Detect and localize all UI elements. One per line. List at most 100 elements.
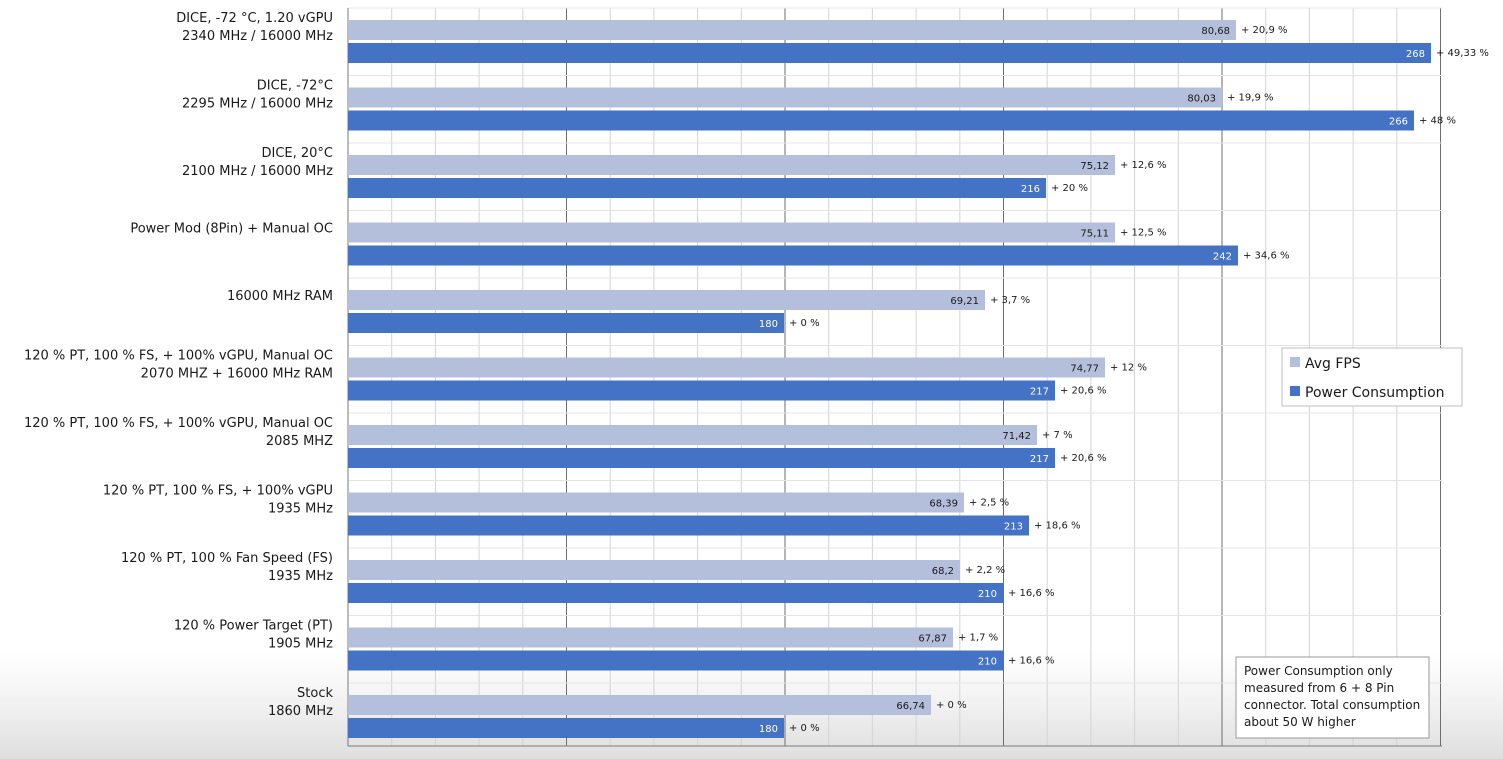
percent-label: + 0 % (789, 318, 820, 329)
category-label: DICE, -72 °C, 1.20 vGPU 2340 MHz / 16000 … (176, 11, 333, 44)
category-label-line: DICE, 20°C (261, 146, 333, 161)
category-label-line: 2100 MHz / 16000 MHz (182, 164, 333, 179)
category-label-line: 120 % Power Target (PT) (174, 619, 333, 634)
category-label-line: 2070 MHZ + 16000 MHz RAM (141, 367, 333, 382)
note-line: about 50 W higher (1244, 715, 1356, 729)
note-box: Power Consumption only measured from 6 +… (1235, 656, 1430, 739)
bar-power-consumption (348, 313, 784, 333)
data-label: 217 (1030, 454, 1049, 465)
category-label: 120 % PT, 100 % FS, + 100% vGPU, Manual … (24, 349, 333, 382)
data-label: 180 (759, 724, 778, 735)
bar-power-consumption (348, 650, 1003, 671)
percent-label: + 0 % (789, 723, 820, 734)
percent-label: + 12 % (1110, 363, 1147, 374)
category-label-line: 120 % PT, 100 % FS, + 100% vGPU, Manual … (24, 416, 333, 431)
data-label: 75,12 (1080, 161, 1109, 172)
note-line: Power Consumption only (1244, 664, 1393, 678)
category-labels: DICE, -72 °C, 1.20 vGPU 2340 MHz / 16000 … (24, 11, 334, 719)
percent-label: + 1,7 % (958, 633, 998, 644)
bar-power-consumption (348, 178, 1046, 198)
category-label-line: 16000 MHz RAM (227, 289, 333, 304)
percent-label: + 0 % (936, 700, 967, 711)
legend: Avg FPS Power Consumption (1281, 347, 1463, 407)
data-label: 68,39 (929, 499, 958, 510)
category-label-line: DICE, -72 °C, 1.20 vGPU (176, 11, 333, 26)
percent-label: + 12,5 % (1120, 228, 1167, 239)
bar-avg-fps (348, 627, 953, 648)
data-label: 210 (978, 589, 997, 600)
bar-power-consumption (348, 718, 784, 738)
category-label-line: 1935 MHz (268, 569, 333, 584)
category-label: 16000 MHz RAM (227, 289, 333, 304)
bar-power-consumption (348, 448, 1055, 468)
data-label: 68,2 (932, 566, 954, 577)
bar-avg-fps (348, 492, 964, 513)
category-label: 120 % PT, 100 % FS, + 100% vGPU 1935 MHz (103, 484, 333, 517)
percent-label: + 18,6 % (1034, 521, 1081, 532)
bar-power-consumption (348, 380, 1055, 401)
data-label: 210 (978, 657, 997, 668)
category-label-line: 1905 MHz (268, 637, 333, 652)
data-label: 213 (1004, 522, 1023, 533)
data-label: 216 (1021, 184, 1040, 195)
bar-avg-fps (348, 155, 1115, 175)
legend-box (1281, 347, 1463, 407)
category-label: 120 % Power Target (PT) 1905 MHz (174, 619, 333, 652)
bar-power-consumption (348, 515, 1029, 536)
category-label-line: 2085 MHZ (266, 434, 333, 449)
data-label: 266 (1389, 117, 1408, 128)
bar-avg-fps (348, 20, 1236, 40)
percent-label: + 19,9 % (1227, 93, 1274, 104)
percent-label: + 3,7 % (990, 295, 1030, 306)
bar-avg-fps (348, 222, 1115, 243)
bar-avg-fps (348, 87, 1222, 108)
category-label: DICE, 20°C 2100 MHz / 16000 MHz (182, 146, 333, 179)
category-label: Stock 1860 MHz (268, 686, 334, 719)
data-label: 75,11 (1080, 229, 1109, 240)
bar-avg-fps (348, 560, 960, 580)
note-border (1235, 656, 1430, 739)
category-label-line: 1935 MHz (268, 502, 333, 517)
data-label: 71,42 (1002, 431, 1031, 442)
legend-swatch-avg-fps (1290, 357, 1300, 367)
percent-label: + 20,6 % (1060, 386, 1107, 397)
data-label: 80,68 (1201, 26, 1230, 37)
bar-power-consumption (348, 583, 1003, 603)
category-label: DICE, -72°C 2295 MHz / 16000 MHz (182, 79, 333, 112)
percent-label: + 20 % (1051, 183, 1088, 194)
category-label-line: 120 % PT, 100 % FS, + 100% vGPU, Manual … (24, 349, 333, 364)
category-label: 120 % PT, 100 % Fan Speed (FS) 1935 MHz (121, 551, 333, 584)
data-label: 66,74 (896, 701, 925, 712)
data-label: 74,77 (1070, 364, 1099, 375)
data-label: 268 (1406, 49, 1425, 60)
bar-avg-fps (348, 290, 985, 310)
percent-label: + 20,6 % (1060, 453, 1107, 464)
data-label: 180 (759, 319, 778, 330)
bar-avg-fps (348, 357, 1105, 378)
percent-label: + 48 % (1419, 116, 1456, 127)
legend-label-power-consumption: Power Consumption (1305, 385, 1445, 401)
data-label: 67,87 (918, 634, 947, 645)
percent-label: + 16,6 % (1008, 656, 1055, 667)
percent-label: + 12,6 % (1120, 160, 1167, 171)
data-label: 69,21 (950, 296, 979, 307)
bar-power-consumption (348, 245, 1238, 266)
category-label-line: 1860 MHz (268, 704, 333, 719)
bar-power-consumption (348, 110, 1414, 131)
category-label-line: Stock (297, 686, 333, 701)
category-label-line: 2340 MHz / 16000 MHz (182, 29, 333, 44)
data-label: 242 (1213, 252, 1232, 263)
legend-label-avg-fps: Avg FPS (1305, 356, 1361, 372)
category-label-line: DICE, -72°C (257, 79, 333, 94)
percent-label: + 49,33 % (1436, 48, 1489, 59)
percent-label: + 7 % (1042, 430, 1073, 441)
percent-label: + 2,5 % (969, 498, 1009, 509)
percent-label: + 16,6 % (1008, 588, 1055, 599)
data-label: 80,03 (1187, 94, 1216, 105)
percent-label: + 34,6 % (1243, 251, 1290, 262)
bar-avg-fps (348, 425, 1037, 445)
category-label: Power Mod (8Pin) + Manual OC (130, 222, 333, 237)
category-label-line: Power Mod (8Pin) + Manual OC (130, 222, 333, 237)
bars: 80,68 + 20,9 % 268 + 49,33 % 80,03 + 19,9 % 26… (348, 20, 1489, 738)
legend-swatch-power-consumption (1290, 386, 1300, 396)
